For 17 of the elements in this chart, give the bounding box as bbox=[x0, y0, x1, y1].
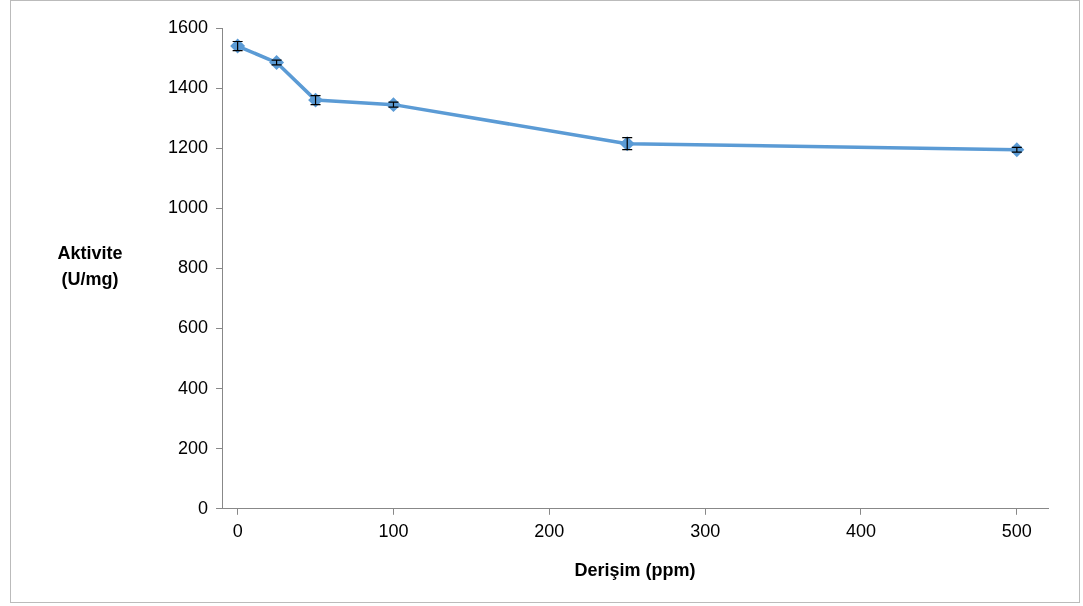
y-axis-title: Aktivite (U/mg) bbox=[56, 242, 124, 291]
y-tick-label: 0 bbox=[198, 497, 209, 518]
x-tick-label: 500 bbox=[1001, 520, 1032, 541]
x-tick-label: 400 bbox=[845, 520, 877, 541]
y-tick-label: 600 bbox=[178, 317, 209, 338]
y-tick-label: 200 bbox=[178, 437, 209, 458]
x-tick-label: 200 bbox=[534, 520, 565, 541]
y-tick-label: 1200 bbox=[168, 137, 209, 158]
x-axis-title: Derişim (ppm) bbox=[574, 560, 696, 581]
y-tick-label: 400 bbox=[178, 377, 209, 398]
y-tick-label: 800 bbox=[178, 257, 209, 278]
x-tick-label: 300 bbox=[690, 520, 721, 541]
y-tick-label: 1400 bbox=[168, 77, 209, 98]
y-tick-label: 1000 bbox=[168, 197, 209, 218]
y-tick-label: 1600 bbox=[168, 16, 209, 37]
x-tick-label: 100 bbox=[378, 520, 409, 541]
x-tick-label: 0 bbox=[232, 520, 243, 541]
